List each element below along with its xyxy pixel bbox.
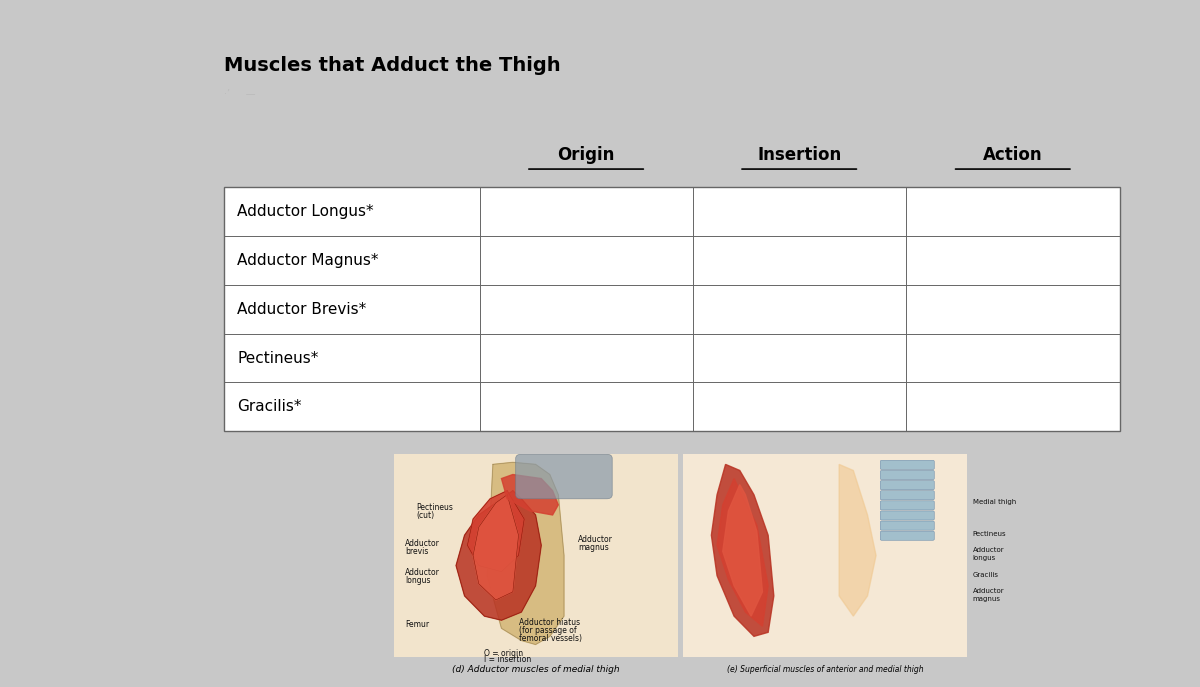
Text: Femur: Femur <box>404 620 430 629</box>
Text: O = origin: O = origin <box>485 649 523 657</box>
Polygon shape <box>718 479 768 627</box>
Text: (e) Superficial muscles of anterior and medial thigh: (e) Superficial muscles of anterior and … <box>727 665 923 674</box>
Text: Pectineus: Pectineus <box>416 503 454 512</box>
FancyBboxPatch shape <box>881 501 935 510</box>
Polygon shape <box>722 484 762 616</box>
Text: Adductor Brevis*: Adductor Brevis* <box>238 302 367 317</box>
Text: magnus: magnus <box>578 543 608 552</box>
Text: Gracilis: Gracilis <box>972 572 998 578</box>
Polygon shape <box>839 464 876 616</box>
Text: Adductor hiatus: Adductor hiatus <box>518 618 580 627</box>
Text: Action: Action <box>983 146 1043 164</box>
FancyBboxPatch shape <box>881 521 935 530</box>
FancyBboxPatch shape <box>881 491 935 500</box>
Polygon shape <box>487 462 564 644</box>
Text: magnus: magnus <box>972 596 1001 602</box>
Polygon shape <box>712 464 774 636</box>
FancyBboxPatch shape <box>881 471 935 480</box>
Text: Adductor: Adductor <box>404 539 440 548</box>
Text: Origin: Origin <box>558 146 614 164</box>
Text: femoral vessels): femoral vessels) <box>518 634 582 643</box>
Polygon shape <box>502 475 558 515</box>
FancyBboxPatch shape <box>881 460 935 469</box>
Text: ·’     —: ·’ — <box>224 89 256 99</box>
Text: Adductor: Adductor <box>578 535 613 544</box>
Text: Adductor: Adductor <box>972 548 1004 553</box>
Text: Adductor: Adductor <box>972 588 1004 594</box>
Text: Pectineus: Pectineus <box>972 531 1007 537</box>
Polygon shape <box>473 495 518 600</box>
Text: (cut): (cut) <box>416 511 434 520</box>
Text: Adductor: Adductor <box>404 567 440 576</box>
Bar <box>224 187 1120 431</box>
Text: I = insertion: I = insertion <box>485 655 532 664</box>
Text: Muscles that Adduct the Thigh: Muscles that Adduct the Thigh <box>224 56 560 75</box>
FancyBboxPatch shape <box>881 531 935 540</box>
Text: Gracilis*: Gracilis* <box>238 399 302 414</box>
FancyBboxPatch shape <box>881 481 935 490</box>
Text: longus: longus <box>972 555 996 561</box>
FancyBboxPatch shape <box>881 511 935 520</box>
Text: Adductor Magnus*: Adductor Magnus* <box>238 253 379 268</box>
FancyBboxPatch shape <box>516 454 612 499</box>
Polygon shape <box>468 491 524 572</box>
Text: brevis: brevis <box>404 548 428 556</box>
Text: Insertion: Insertion <box>757 146 841 164</box>
Polygon shape <box>456 491 541 620</box>
Text: (for passage of: (for passage of <box>518 627 576 635</box>
Text: Medial thigh: Medial thigh <box>972 499 1016 505</box>
Text: Pectineus*: Pectineus* <box>238 350 319 365</box>
Text: (d) Adductor muscles of medial thigh: (d) Adductor muscles of medial thigh <box>451 665 619 674</box>
Text: longus: longus <box>404 576 431 585</box>
Text: Adductor Longus*: Adductor Longus* <box>238 203 374 218</box>
